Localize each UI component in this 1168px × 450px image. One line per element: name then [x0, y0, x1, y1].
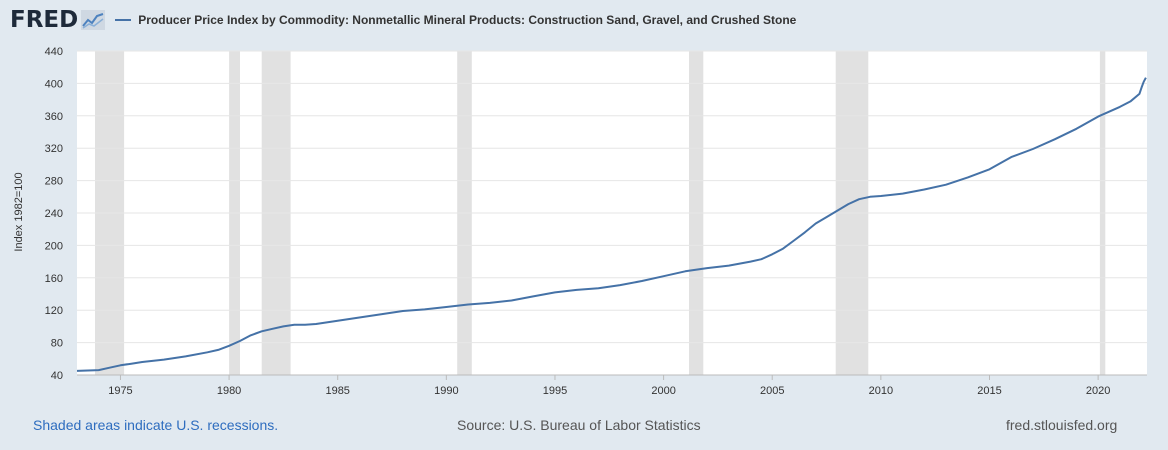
- fred-graph-icon: [81, 10, 106, 30]
- legend-series-name[interactable]: Producer Price Index by Commodity: Nonme…: [138, 13, 797, 27]
- x-tick-label: 1975: [108, 385, 132, 397]
- y-tick-label: 80: [51, 338, 63, 350]
- x-axis: 1975 1980 1985 1990 1995 2000 2005 2010 2015 2020: [77, 374, 1147, 397]
- y-tick-label: 400: [45, 78, 63, 90]
- x-tick-label: 2010: [869, 385, 893, 397]
- x-tick-label: 1990: [434, 385, 458, 397]
- y-tick-label: 440: [45, 46, 63, 58]
- series-line[interactable]: [76, 77, 1147, 372]
- x-tick-label: 2015: [977, 385, 1001, 397]
- y-tick-label: 280: [45, 176, 63, 188]
- grid-lines: [77, 50, 1147, 344]
- legend-swatch: [115, 19, 132, 21]
- header: FRED Producer Price Index by Commodity: …: [10, 6, 796, 34]
- y-tick-label: 240: [45, 208, 63, 220]
- y-tick-label: 200: [45, 240, 63, 252]
- series-layer: [76, 77, 1147, 372]
- y-tick-label: 360: [45, 111, 63, 123]
- fred-logo[interactable]: FRED: [10, 7, 79, 33]
- y-tick-label: 320: [45, 143, 63, 155]
- y-tick-label: 40: [51, 370, 63, 382]
- x-tick-label: 2005: [760, 385, 784, 397]
- x-tick-label: 1985: [325, 385, 349, 397]
- y-axis-label: Index 1982=100: [13, 172, 25, 252]
- source-text: Source: U.S. Bureau of Labor Statistics: [457, 417, 701, 433]
- y-tick-label: 120: [45, 305, 63, 317]
- x-tick-label: 2000: [651, 385, 675, 397]
- site-link[interactable]: fred.stlouisfed.org: [1006, 417, 1118, 433]
- x-tick-label: 1995: [543, 385, 567, 397]
- legend: Producer Price Index by Commodity: Nonme…: [113, 13, 796, 27]
- recession-note-link[interactable]: Shaded areas indicate U.S. recessions.: [33, 417, 279, 433]
- y-tick-label: 160: [45, 273, 63, 285]
- y-axis: 40 80 120 160 200 240 280 320 360 400 440: [45, 46, 63, 382]
- x-tick-label: 2020: [1086, 385, 1110, 397]
- x-tick-label: 1980: [217, 385, 241, 397]
